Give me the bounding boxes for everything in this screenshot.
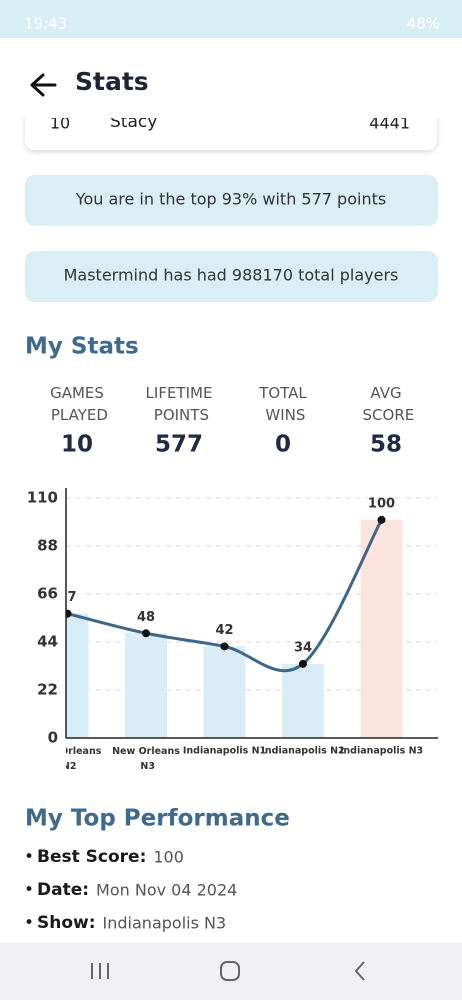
x-tick-label: New Orleans N2 <box>34 746 102 772</box>
point <box>66 609 72 618</box>
y-tick-label: 22 <box>37 681 58 699</box>
perf-value: Mon Nov 04 2024 <box>96 881 237 900</box>
perf-label: Best Score: <box>37 847 146 867</box>
point <box>299 659 307 668</box>
bar <box>203 646 246 738</box>
perf-value: Indianapolis N3 <box>103 914 227 933</box>
point <box>220 642 229 651</box>
nav-bar <box>0 943 462 1000</box>
line <box>67 519 383 673</box>
perf-label: Show: <box>37 913 96 933</box>
x-tick-label: Indianapolis N2 <box>261 746 344 757</box>
point <box>377 515 386 524</box>
nav-recents[interactable] <box>91 963 109 979</box>
x-tick-label: Indianapolis N3 <box>340 746 423 757</box>
bar <box>360 519 403 738</box>
y-tick-label: 110 <box>27 489 58 507</box>
value-label: 42 <box>215 623 233 638</box>
notice-text: Mastermind has had 988170 total players <box>64 266 399 285</box>
perf-value: 100 <box>153 848 184 867</box>
nav-back[interactable] <box>354 961 365 981</box>
y-tick-label: 66 <box>37 585 58 603</box>
bullet: • <box>24 847 34 867</box>
status-bar <box>0 0 462 38</box>
stat-label: TOTAL WINS <box>258 384 307 424</box>
bar <box>282 663 324 738</box>
stat-label: LIFETIME POINTS <box>146 384 213 424</box>
stat-label: AVG SCORE <box>358 384 414 424</box>
bullet: • <box>24 880 34 900</box>
bar <box>66 613 89 738</box>
x-tick-label: New Orleans N3 <box>112 746 180 772</box>
bullet: • <box>24 913 34 933</box>
status-battery: 48% <box>407 15 440 33</box>
notice-text: You are in the top 93% with 577 points <box>75 190 386 209</box>
value-label: 48 <box>137 610 155 625</box>
stat-value: 577 <box>155 432 203 458</box>
y-tick-label: 0 <box>48 729 58 747</box>
section-title: My Top Performance <box>25 806 290 832</box>
section-title: My Stats <box>25 334 139 360</box>
value-label: 57 <box>58 590 76 605</box>
point <box>142 629 150 638</box>
perf-label: Date: <box>37 880 89 900</box>
y-tick-label: 44 <box>37 633 58 651</box>
stat-label: GAMES PLAYED <box>46 384 108 424</box>
header <box>0 38 462 118</box>
back-button[interactable] <box>30 73 57 97</box>
stat-value: 58 <box>370 432 402 458</box>
status-time: 19:43 <box>24 15 67 33</box>
stat-value: 10 <box>61 432 93 458</box>
value-label: 34 <box>294 640 312 655</box>
rank: 10 <box>50 114 70 133</box>
nav-home[interactable] <box>220 961 240 981</box>
y-tick-label: 88 <box>37 537 58 555</box>
player-points: 4441 <box>369 114 410 133</box>
stat-value: 0 <box>275 432 291 458</box>
header-title: Stats <box>75 67 149 96</box>
value-label: 100 <box>368 496 395 511</box>
notice-box <box>25 251 438 302</box>
bar <box>125 633 167 738</box>
x-tick-label: Indianapolis N1 <box>183 746 266 757</box>
notice-box <box>25 175 438 226</box>
